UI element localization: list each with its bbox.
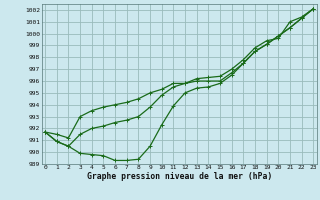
X-axis label: Graphe pression niveau de la mer (hPa): Graphe pression niveau de la mer (hPa): [87, 172, 272, 181]
